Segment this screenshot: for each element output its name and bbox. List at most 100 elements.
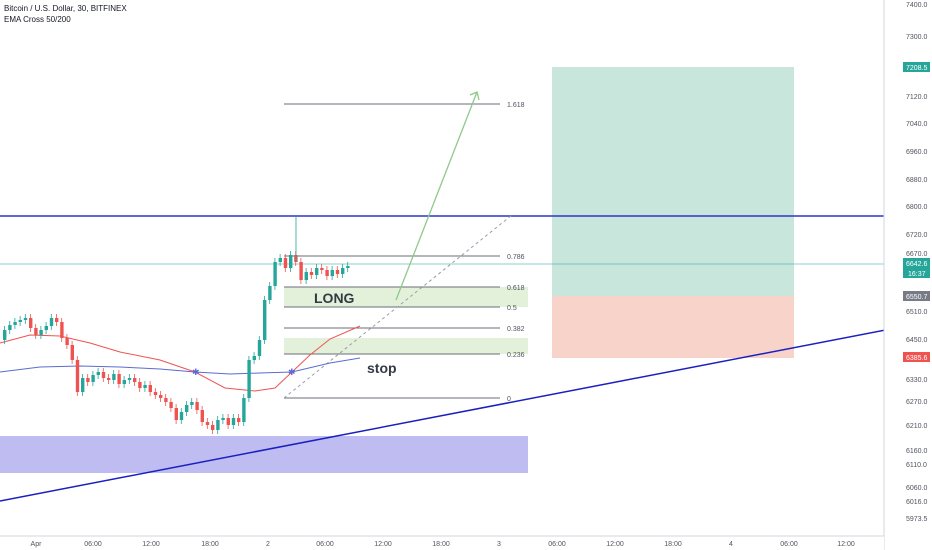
- candle-body: [263, 300, 267, 340]
- candle-body: [44, 326, 48, 330]
- ascending-trend-line[interactable]: [0, 320, 932, 502]
- ema-fast-line: [0, 325, 361, 392]
- candle-body: [185, 405, 189, 412]
- price-tick-label: 6510.0: [906, 309, 928, 316]
- candle-body: [55, 318, 59, 322]
- candle-body: [174, 408, 178, 420]
- time-tick-label: 12:00: [374, 541, 392, 548]
- last-price-tag-text: 6642.6: [906, 261, 928, 268]
- fib-retracement[interactable]: 1.618 0.786 0.618 0.5 0.382 0.236 0: [284, 102, 525, 403]
- stop-price-tag: [903, 352, 930, 362]
- price-axis[interactable]: 7400.0 7300.0 7120.0 7040.0 6960.0 6880.0 6800…: [883, 0, 932, 550]
- time-tick-label: Apr: [31, 541, 43, 548]
- candle-body: [257, 340, 262, 356]
- time-tick-label: 12:00: [142, 541, 160, 548]
- long-label[interactable]: LONG: [314, 290, 355, 306]
- candle-body: [325, 270, 329, 276]
- price-tick-label: 6450.0: [906, 337, 928, 344]
- candle-body: [299, 262, 303, 280]
- candle-body: [70, 345, 74, 360]
- fib-label-0618: 0.618: [507, 285, 525, 292]
- candle-body: [216, 420, 220, 430]
- indicator-label[interactable]: EMA Cross 50/200: [4, 15, 71, 24]
- fib-zone-lower: [284, 338, 528, 354]
- time-tick-label: 06:00: [316, 541, 334, 548]
- price-tick-label: 7120.0: [906, 94, 928, 101]
- candle-body: [315, 268, 319, 275]
- candle-body: [273, 262, 277, 286]
- candle-body: [34, 328, 38, 335]
- candle-body: [247, 360, 251, 398]
- stop-price-tag-text: 6385.6: [906, 355, 928, 362]
- candle-body: [101, 372, 106, 378]
- candle-body: [117, 374, 121, 384]
- candle-body: [86, 378, 90, 382]
- candle-body: [335, 270, 340, 274]
- candle-body: [148, 385, 152, 392]
- time-axis[interactable]: Apr 06:00 12:00 18:00 2 06:00 12:00 18:00 3 06:00…: [0, 535, 884, 550]
- candle-body: [195, 402, 199, 410]
- dashed-projection-line: [283, 214, 513, 399]
- projection-arrow[interactable]: [395, 91, 480, 301]
- price-tick-label: 6270.0: [906, 399, 928, 406]
- candle-body: [29, 318, 33, 328]
- candle-body: [143, 385, 147, 388]
- time-tick-label: 3: [497, 541, 501, 548]
- candle-body: [39, 330, 43, 335]
- time-tick-label: 18:00: [201, 541, 219, 548]
- candle-body: [91, 375, 95, 382]
- time-tick-label: 2: [266, 541, 270, 548]
- entry-price-tag-text: 6550.7: [906, 294, 928, 301]
- fib-label-05: 0.5: [507, 305, 517, 312]
- price-tick-label: 7400.0: [906, 2, 928, 9]
- price-tick-label: 6720.0: [906, 232, 928, 239]
- candle-body: [200, 410, 204, 422]
- profit-target-zone[interactable]: [552, 67, 794, 296]
- ema-cross-marker-2: ✱: [288, 367, 296, 377]
- fib-label-0: 0: [507, 396, 511, 403]
- candle-body: [13, 322, 17, 325]
- time-tick-label: 18:00: [664, 541, 682, 548]
- candle-body: [268, 286, 272, 300]
- candle-body: [237, 418, 241, 422]
- price-tick-label: 6960.0: [906, 149, 928, 156]
- fib-zone-upper: [284, 287, 528, 307]
- candle-body: [190, 402, 194, 405]
- candle-body: [133, 378, 137, 382]
- price-tick-label: 6016.0: [906, 499, 928, 506]
- target-price-tag: [903, 62, 930, 72]
- time-tick-label: 12:00: [606, 541, 624, 548]
- fib-label-1618: 1.618: [507, 102, 525, 109]
- stop-label[interactable]: stop: [367, 360, 397, 376]
- candle-body: [309, 272, 314, 275]
- candle-body: [49, 318, 54, 326]
- time-tick-label: 18:00: [432, 541, 450, 548]
- candle-body: [159, 395, 163, 398]
- fib-label-0382: 0.382: [507, 326, 525, 333]
- candlestick-series[interactable]: [3, 216, 350, 434]
- candle-body: [23, 318, 28, 320]
- ema-slow-line: [0, 357, 361, 375]
- candle-body: [283, 258, 288, 268]
- candle-body: [242, 398, 246, 422]
- candle-body: [211, 425, 215, 430]
- candle-body: [252, 356, 256, 360]
- candle-body: [127, 378, 132, 380]
- stop-loss-zone[interactable]: [552, 296, 794, 358]
- countdown-tag: [903, 268, 930, 278]
- fib-label-0236: 0.236: [507, 352, 525, 359]
- candle-body: [320, 268, 324, 270]
- candle-body: [179, 412, 184, 420]
- symbol-title[interactable]: Bitcoin / U.S. Dollar, 30, BITFINEX: [4, 4, 127, 13]
- candle-body: [3, 330, 7, 340]
- candle-body: [304, 272, 308, 280]
- price-tick-label: 6060.0: [906, 485, 928, 492]
- fib-label-0786: 0.786: [507, 254, 525, 261]
- price-tick-label: 6880.0: [906, 177, 928, 184]
- candle-body: [278, 258, 282, 262]
- price-tick-label: 7040.0: [906, 121, 928, 128]
- candle-body: [96, 372, 100, 375]
- price-tick-label: 5973.5: [906, 516, 928, 523]
